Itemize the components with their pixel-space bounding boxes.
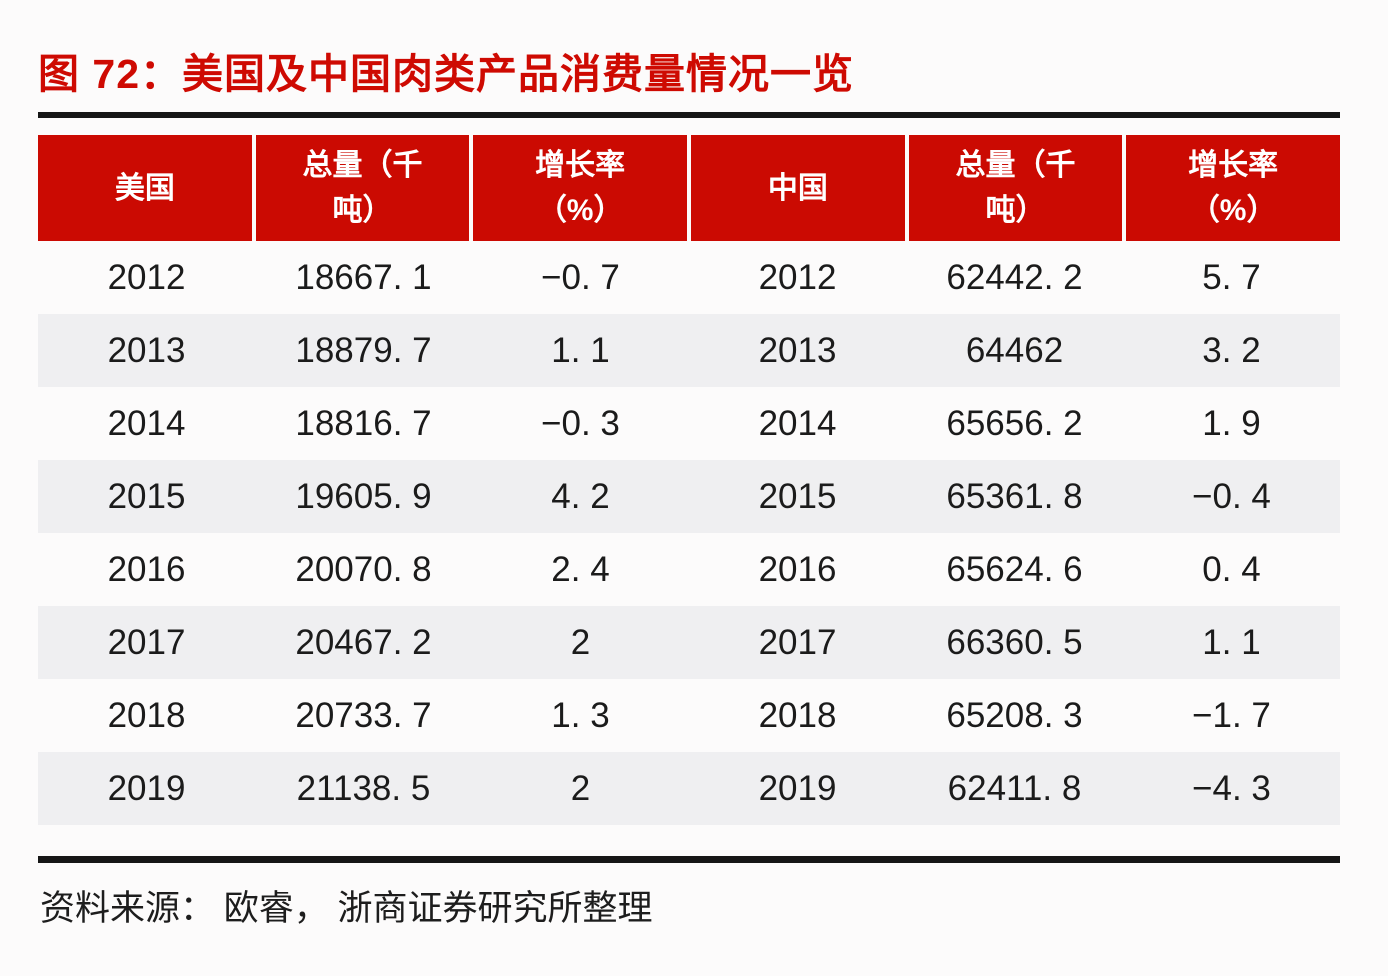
cell-us-total: 19605. 9 xyxy=(295,476,432,516)
cell-us-total: 18667. 1 xyxy=(295,257,432,297)
cell-cn-growth: −4. 3 xyxy=(1192,768,1271,808)
table-row: 2018 20733. 7 1. 3 2018 65208. 3 −1. 7 xyxy=(38,679,1340,752)
cell-cn-year: 2017 xyxy=(758,622,837,662)
cell-cn-growth: 0. 4 xyxy=(1202,549,1261,589)
header-cn-total: 总量（千 吨） xyxy=(908,135,1123,241)
cell-cn-year: 2015 xyxy=(758,476,837,516)
consumption-table: 美国 总量（千 吨） 增长率 （%） 中国 总量（千 吨） 增长率 （%） 20… xyxy=(38,135,1340,825)
table-row: 2013 18879. 7 1. 1 2013 64462 3. 2 xyxy=(38,314,1340,387)
cell-us-total: 21138. 5 xyxy=(296,768,431,808)
cell-us-year: 2015 xyxy=(107,476,186,516)
cell-us-growth: 1. 3 xyxy=(551,695,610,735)
cell-us-total: 18816. 7 xyxy=(295,403,432,443)
table-row: 2014 18816. 7 −0. 3 2014 65656. 2 1. 9 xyxy=(38,387,1340,460)
table-row: 2015 19605. 9 4. 2 2015 65361. 8 −0. 4 xyxy=(38,460,1340,533)
cell-us-total: 20733. 7 xyxy=(295,695,432,735)
header-cn-growth: 增长率 （%） xyxy=(1126,135,1340,241)
cell-us-year: 2012 xyxy=(107,257,186,297)
cell-us-year: 2014 xyxy=(107,403,186,443)
cell-us-growth: 4. 2 xyxy=(551,476,610,516)
cell-cn-total: 64462 xyxy=(965,330,1064,370)
cell-cn-year: 2018 xyxy=(758,695,837,735)
cell-us-growth: 1. 1 xyxy=(551,330,610,370)
cell-cn-total: 65624. 6 xyxy=(946,549,1083,589)
cell-us-growth: −0. 7 xyxy=(541,257,620,297)
table-bottom-rule xyxy=(38,856,1340,863)
cell-cn-growth: −1. 7 xyxy=(1192,695,1271,735)
cell-cn-total: 66360. 5 xyxy=(946,622,1083,662)
cell-cn-total: 65208. 3 xyxy=(946,695,1083,735)
cell-cn-growth: 5. 7 xyxy=(1202,257,1261,297)
cell-us-year: 2017 xyxy=(107,622,186,662)
cell-us-total: 18879. 7 xyxy=(295,330,432,370)
table-row: 2012 18667. 1 −0. 7 2012 62442. 2 5. 7 xyxy=(38,241,1340,314)
cell-us-growth: 2 xyxy=(570,768,591,808)
header-us-growth: 增长率 （%） xyxy=(473,135,687,241)
figure-title: 图 72：美国及中国肉类产品消费量情况一览 xyxy=(38,51,854,97)
cell-us-growth: 2 xyxy=(570,622,591,662)
cell-cn-growth: 1. 1 xyxy=(1202,622,1261,662)
cell-cn-total: 65361. 8 xyxy=(946,476,1083,516)
header-us: 美国 xyxy=(38,135,252,241)
cell-cn-year: 2013 xyxy=(758,330,837,370)
table-row: 2016 20070. 8 2. 4 2016 65624. 6 0. 4 xyxy=(38,533,1340,606)
cell-cn-total: 62442. 2 xyxy=(946,257,1083,297)
cell-cn-year: 2012 xyxy=(758,257,837,297)
data-source-note: 资料来源： 欧睿， 浙商证券研究所整理 xyxy=(40,889,653,928)
cell-cn-year: 2016 xyxy=(758,549,837,589)
table-row: 2017 20467. 2 2 2017 66360. 5 1. 1 xyxy=(38,606,1340,679)
cell-cn-growth: −0. 4 xyxy=(1192,476,1271,516)
cell-us-total: 20467. 2 xyxy=(295,622,432,662)
header-us-total: 总量（千 吨） xyxy=(255,135,470,241)
header-cn: 中国 xyxy=(691,135,905,241)
cell-us-growth: 2. 4 xyxy=(551,549,610,589)
cell-us-growth: −0. 3 xyxy=(541,403,620,443)
cell-cn-total: 65656. 2 xyxy=(946,403,1083,443)
cell-us-year: 2016 xyxy=(107,549,186,589)
cell-cn-growth: 3. 2 xyxy=(1202,330,1261,370)
cell-cn-year: 2014 xyxy=(758,403,837,443)
cell-us-year: 2013 xyxy=(107,330,186,370)
table-header-row: 美国 总量（千 吨） 增长率 （%） 中国 总量（千 吨） 增长率 （%） xyxy=(38,135,1340,241)
cell-cn-total: 62411. 8 xyxy=(947,768,1082,808)
cell-us-year: 2018 xyxy=(107,695,186,735)
title-divider-rule xyxy=(38,112,1340,118)
cell-us-total: 20070. 8 xyxy=(295,549,432,589)
cell-cn-growth: 1. 9 xyxy=(1202,403,1261,443)
cell-us-year: 2019 xyxy=(107,768,186,808)
table-row: 2019 21138. 5 2 2019 62411. 8 −4. 3 xyxy=(38,752,1340,825)
cell-cn-year: 2019 xyxy=(758,768,837,808)
